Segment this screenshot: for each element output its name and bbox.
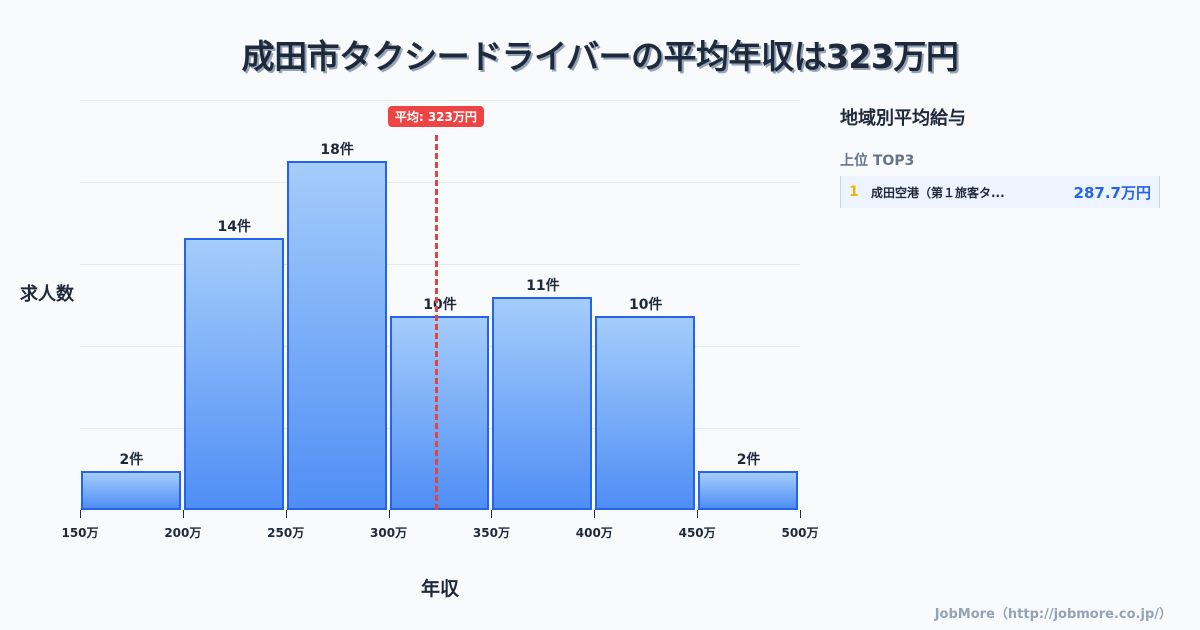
x-tick: [594, 510, 596, 518]
ranking-row: 1 成田空港（第１旅客タ... 287.7万円: [840, 176, 1160, 208]
region-panel-subtitle: 上位 TOP3: [840, 153, 915, 169]
average-badge: 平均: 323万円: [387, 106, 484, 127]
x-tick: [285, 510, 287, 518]
histogram-bar: [183, 238, 284, 510]
gridline: [80, 182, 800, 183]
x-axis-label: 年収: [420, 578, 459, 600]
footer-credit: JobMore（http://jobmore.co.jp/）: [934, 607, 1172, 622]
y-axis-label: 求人数: [20, 284, 74, 305]
average-line: [434, 135, 438, 510]
rank-salary-value: 287.7万円: [1073, 183, 1151, 202]
x-tick-label: 500万: [781, 526, 819, 540]
rank-region-name: 成田空港（第１旅客タ...: [871, 185, 1005, 200]
x-tick-label: 150万: [61, 526, 99, 540]
page-title: 成田市タクシードライバーの平均年収は323万円: [241, 37, 959, 76]
x-tick: [697, 510, 699, 518]
x-tick: [388, 510, 390, 518]
bar-value-label: 18件: [320, 142, 354, 158]
rank-number: 1: [849, 184, 859, 200]
gridline: [80, 264, 800, 265]
bar-value-label: 2件: [736, 452, 761, 468]
gridline: [80, 100, 800, 101]
bar-value-label: 10件: [628, 297, 663, 313]
histogram-bar: [492, 297, 593, 510]
histogram-bar: [81, 471, 181, 510]
x-tick-label: 350万: [472, 526, 510, 540]
x-tick-label: 250万: [267, 526, 305, 540]
x-tick: [491, 510, 493, 518]
histogram-bar: [595, 316, 696, 510]
bar-value-label: 14件: [217, 219, 252, 235]
bar-value-label: 2件: [119, 452, 144, 468]
x-tick-label: 400万: [575, 526, 613, 540]
histogram-bar: [698, 471, 798, 510]
x-tick: [80, 510, 81, 518]
histogram-bar: [286, 161, 387, 510]
histogram-bar: [389, 316, 490, 510]
x-tick-label: 200万: [164, 526, 202, 540]
x-tick-label: 450万: [678, 526, 716, 540]
bar-value-label: 10件: [423, 297, 457, 313]
bar-value-label: 11件: [526, 278, 560, 294]
x-tick-label: 300万: [370, 526, 408, 540]
histogram-plot: 2件 14件 18件 10件 11件 10件 2件 平均: 323万円: [80, 100, 800, 510]
region-panel-title: 地域別平均給与: [840, 108, 966, 129]
x-tick: [800, 510, 801, 518]
x-tick: [182, 510, 184, 518]
